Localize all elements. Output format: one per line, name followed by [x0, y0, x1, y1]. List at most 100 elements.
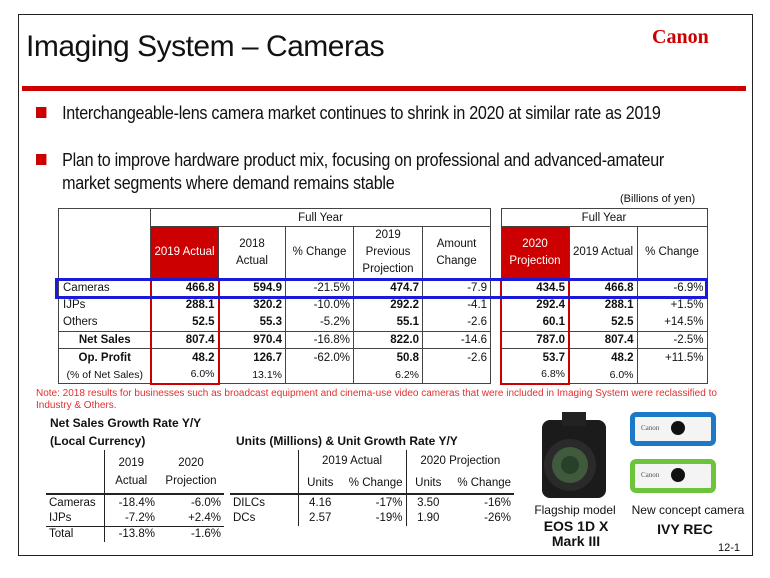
table-cell: -2.6 — [421, 348, 492, 366]
canon-logo: Canon — [652, 26, 709, 48]
table-cell: -13.8% — [103, 525, 158, 542]
table-cell: 807.4 — [568, 330, 638, 349]
ivy-rec-blue-image: Canon — [630, 412, 716, 446]
table-cell: 4.16 — [297, 494, 342, 510]
table-cell: 292.4 — [500, 296, 570, 314]
table-cell: 48.2 — [568, 348, 638, 366]
header-row: Full Year — [58, 208, 492, 279]
main-table-left: Full Year 2019 Actual 2018 Actual% Change 2… — [58, 208, 492, 385]
cameras-highlight-box — [55, 278, 708, 299]
table-cell: -10.0% — [285, 296, 354, 314]
column-header: Units — [297, 472, 342, 495]
units-title: Units (Millions) & Unit Growth Rate Y/Y — [236, 434, 458, 448]
column-header: 2019 Actual — [568, 226, 638, 279]
table-row: (% of Net Sales) 6.0% 13.1% 6.2% — [58, 366, 492, 385]
ivy-name: IVY REC — [657, 521, 713, 537]
column-header: % Change — [450, 472, 515, 495]
unit-label: (Billions of yen) — [620, 193, 696, 205]
table-cell: 50.8 — [353, 348, 423, 366]
table-cell: 3.50 — [405, 494, 451, 510]
column-header: 2019 Actual — [103, 450, 158, 495]
table-row: 292.4 288.1 +1.5% — [500, 296, 708, 314]
row-label: DCs — [233, 512, 256, 524]
row-label: IJPs — [49, 511, 72, 524]
table-cell: 822.0 — [353, 330, 423, 349]
table-row: 53.7 48.2 +11.5% — [500, 348, 708, 366]
table-cell: 52.5 — [149, 313, 220, 331]
table-row: Net Sales 807.4 970.4 -16.8% 822.0 -14.6 — [58, 330, 492, 349]
table-cell: 787.0 — [500, 330, 570, 349]
table-cell: +14.5% — [636, 313, 708, 331]
table-cell: 60.1 — [500, 313, 570, 331]
table-cell: 13.1% — [218, 366, 286, 384]
table-cell: -7.2% — [103, 510, 158, 526]
column-header: % Change — [342, 472, 407, 495]
table-cell: 6.2% — [353, 366, 423, 384]
page-title: Imaging System – Cameras — [26, 30, 385, 63]
table-row: Others 52.5 55.3 -5.2% 55.1 -2.6 — [58, 313, 492, 331]
group-header: 2020 Projection — [405, 450, 515, 472]
group-header: Full Year — [500, 208, 708, 227]
table-cell: 288.1 — [568, 296, 638, 314]
page-number: 12-1 — [718, 542, 741, 554]
table-cell: -4.1 — [421, 296, 492, 314]
row-label: DILCs — [233, 496, 265, 509]
table-cell: 1.90 — [405, 510, 451, 526]
table-cell: -16.8% — [285, 330, 354, 349]
table-cell: 55.3 — [218, 313, 286, 331]
table-cell: 53.7 — [500, 348, 570, 366]
table-cell: -17% — [375, 496, 403, 509]
column-header: 2019 Previous Projection — [353, 226, 423, 279]
table-cell: -16% — [484, 496, 512, 509]
table-row: Cameras -18.4% -6.0% — [46, 494, 224, 510]
column-header: 2019 Actual — [150, 226, 219, 279]
table-cell: -1.6% — [158, 525, 224, 542]
table-cell: 320.2 — [218, 296, 286, 314]
slide-frame — [18, 14, 753, 556]
ivy-rec-green-image: Canon — [630, 459, 716, 493]
footnote: Note: 2018 results for businesses such a… — [36, 388, 717, 411]
ivy-caption: New concept camera — [631, 503, 745, 517]
bullet-2: Plan to improve hardware product mix, fo… — [36, 148, 706, 194]
growth-title: Net Sales Growth Rate Y/Y — [50, 416, 202, 430]
bullet-square-icon — [36, 107, 47, 118]
row-label: Cameras — [58, 278, 151, 296]
table-row: Total -13.8% -1.6% — [46, 525, 224, 542]
column-header: 2018 Actual — [218, 226, 286, 279]
growth-subtitle: (Local Currency) — [50, 434, 146, 448]
table-row: Op. Profit 48.2 126.7 -62.0% 50.8 -2.6 — [58, 348, 492, 366]
column-header: 2020 Projection — [500, 226, 570, 279]
table-row: 60.1 52.5 +14.5% — [500, 313, 708, 331]
table-cell: -26% — [484, 512, 512, 524]
table-row: 787.0 807.4 -2.5% — [500, 330, 708, 349]
eos-caption: Flagship model — [534, 503, 616, 517]
table-cell: -21.5% — [285, 278, 354, 296]
row-label: Cameras — [49, 496, 96, 509]
table-cell: -6.0% — [190, 496, 221, 509]
table-row: IJPs -7.2% +2.4% — [46, 510, 224, 526]
table-cell: 474.7 — [353, 278, 423, 296]
table-cell: 970.4 — [218, 330, 286, 349]
table-cell: 6.0% — [149, 366, 220, 385]
title-divider — [22, 86, 746, 91]
row-label: Others — [58, 313, 151, 331]
table-cell: +11.5% — [636, 348, 708, 366]
table-cell: 6.0% — [568, 366, 638, 384]
column-header: 2020 Projection — [158, 450, 224, 495]
table-cell — [421, 366, 492, 384]
table-cell: -19% — [375, 512, 403, 524]
column-header: % Change — [636, 226, 708, 279]
row-label: Net Sales — [58, 330, 151, 349]
row-label: IJPs — [58, 296, 151, 314]
table-row: DILCs 4.16 -17% 3.50 -16% — [230, 494, 514, 510]
table-cell: +2.4% — [188, 511, 221, 524]
table-cell: 2.57 — [297, 510, 342, 526]
header-row: Full Year — [500, 208, 708, 227]
table-cell — [285, 366, 354, 384]
table-cell: 6.8% — [500, 366, 570, 385]
table-row: Cameras 466.8 594.9 -21.5% 474.7 -7.9 — [58, 278, 492, 296]
group-header: Full Year — [149, 208, 492, 227]
table-row: DCs 2.57 -19% 1.90 -26% — [230, 510, 514, 526]
eos-name: EOS 1D X Mark III — [543, 518, 609, 549]
table-cell: +1.5% — [636, 296, 708, 314]
